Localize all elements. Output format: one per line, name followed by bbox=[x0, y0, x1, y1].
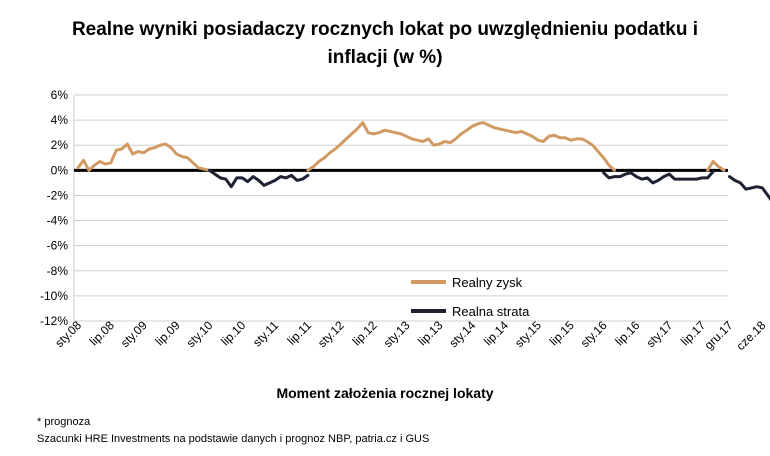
x-tick-label: lip.11 bbox=[284, 318, 314, 348]
x-axis-ticks: sty.08 lip.08 sty.09 lip.09 sty.10 lip.10 sty.… bbox=[52, 318, 770, 353]
y-axis-ticks: 6% 4% 2% 0% -2% -4% -6% -8% -10% -12% bbox=[40, 88, 68, 328]
legend-item: Realna strata bbox=[411, 304, 530, 319]
footnote-source: Szacunki HRE Investments na podstawie da… bbox=[37, 433, 430, 445]
y-tick-label: -6% bbox=[47, 239, 69, 253]
series-lines bbox=[76, 121, 770, 201]
x-tick-label: lip.10 bbox=[218, 318, 248, 348]
y-tick-label: -8% bbox=[47, 264, 69, 278]
x-tick-label: sty.14 bbox=[446, 318, 478, 350]
y-tick-label: 2% bbox=[51, 138, 69, 152]
legend-label: Realny zysk bbox=[452, 275, 523, 290]
x-tick-label: sty.15 bbox=[512, 318, 544, 350]
legend-label: Realna strata bbox=[452, 304, 530, 319]
x-tick-label: sty.16 bbox=[578, 318, 610, 350]
y-tick-label: -10% bbox=[40, 289, 68, 303]
legend-item: Realny zysk bbox=[411, 275, 523, 290]
x-tick-label: lip.08 bbox=[87, 318, 117, 348]
chart-title-line-2: inflacji (w %) bbox=[327, 47, 443, 68]
footnote-forecast: * prognoza bbox=[37, 416, 91, 428]
y-tick-label: -2% bbox=[47, 188, 69, 202]
x-tick-label: lip.16 bbox=[612, 318, 642, 348]
chart-title-line-1: Realne wyniki posiadaczy rocznych lokat … bbox=[71, 19, 699, 40]
x-tick-label: cze.18 bbox=[734, 318, 769, 353]
y-tick-label: 6% bbox=[51, 88, 69, 102]
x-tick-label: sty.13 bbox=[381, 318, 413, 350]
legend: Realny zysk Realna strata bbox=[411, 275, 530, 319]
y-tick-label: -4% bbox=[47, 214, 69, 228]
x-tick-label: sty.12 bbox=[315, 318, 347, 350]
gridlines bbox=[73, 94, 728, 322]
realny-zysk-line bbox=[76, 121, 726, 172]
x-tick-label: sty.11 bbox=[250, 318, 282, 350]
x-axis-label: Moment założenia rocznej lokaty bbox=[276, 385, 494, 401]
chart-title: Realne wyniki posiadaczy rocznych lokat … bbox=[0, 16, 770, 72]
x-tick-label: lip.14 bbox=[481, 318, 511, 348]
x-tick-label: lip.12 bbox=[350, 318, 380, 348]
x-tick-label: gru.17 bbox=[702, 318, 736, 352]
y-tick-label: 0% bbox=[51, 163, 69, 177]
y-tick-label: -12% bbox=[40, 314, 68, 328]
x-tick-label: sty.17 bbox=[643, 318, 675, 350]
x-tick-label: sty.09 bbox=[118, 318, 150, 350]
y-tick-label: 4% bbox=[51, 113, 69, 127]
x-tick-label: lip.15 bbox=[547, 318, 577, 348]
realna-strata-line bbox=[207, 168, 770, 201]
x-tick-label: lip.13 bbox=[415, 318, 445, 348]
x-tick-label: lip.09 bbox=[152, 318, 182, 348]
x-tick-label: sty.10 bbox=[184, 318, 216, 350]
